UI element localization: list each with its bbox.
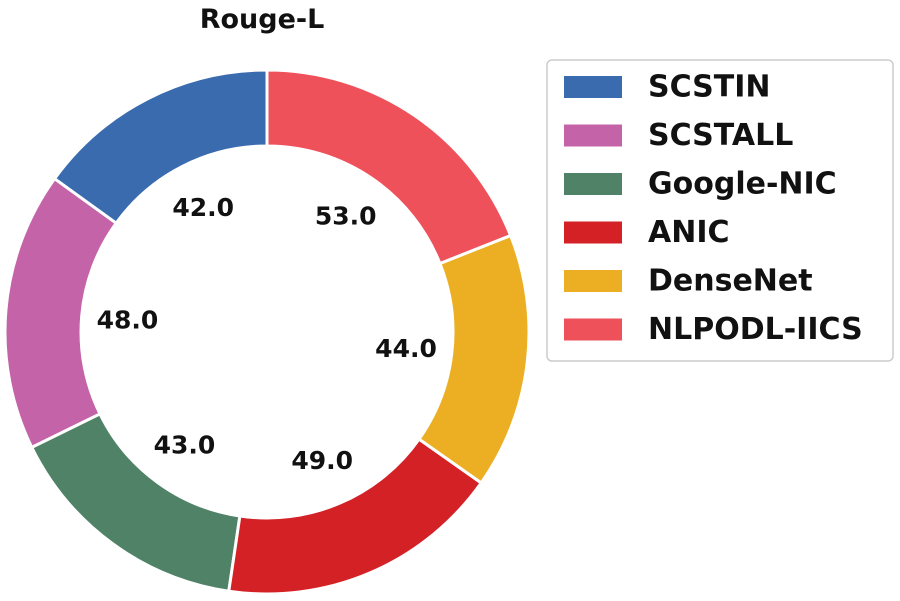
slices (3, 68, 531, 596)
legend-swatch-anic (564, 221, 622, 244)
chart-title: Rouge-L (200, 4, 325, 35)
slice-nlpodl-iics (265, 68, 513, 266)
data-labels: 42.0 48.0 43.0 49.0 44.0 53.0 (97, 193, 437, 475)
legend-swatch-google-nic (564, 173, 622, 195)
legend: SCSTIN SCSTALL Google-NIC ANIC DenseNet NLPOD… (546, 59, 894, 362)
legend-swatch-nlpodl-iics (564, 318, 622, 341)
legend-label-anic: ANIC (648, 215, 730, 250)
legend-label-scstall: SCSTALL (648, 118, 793, 153)
data-label-densenet: 44.0 (375, 334, 437, 363)
data-label-scstall: 48.0 (97, 306, 159, 335)
legend-label-nlpodl-iics: NLPODL-IICS (648, 312, 863, 347)
data-label-scstin: 42.0 (172, 193, 234, 222)
legend-label-google-nic: Google-NIC (648, 167, 837, 202)
data-label-nlpodl-iics: 53.0 (315, 202, 377, 231)
legend-swatch-scstall (564, 124, 622, 147)
legend-label-densenet: DenseNet (648, 264, 813, 299)
legend-frame (546, 59, 894, 362)
legend-label-scstin: SCSTIN (648, 70, 771, 105)
slice-anic (227, 437, 484, 596)
legend-swatch-densenet (564, 270, 622, 292)
data-label-google-nic: 43.0 (154, 431, 216, 460)
legend-swatch-scstin (564, 76, 622, 98)
data-label-anic: 49.0 (291, 446, 353, 475)
legend-items: SCSTIN SCSTALL Google-NIC ANIC DenseNet NLPOD… (564, 70, 863, 347)
